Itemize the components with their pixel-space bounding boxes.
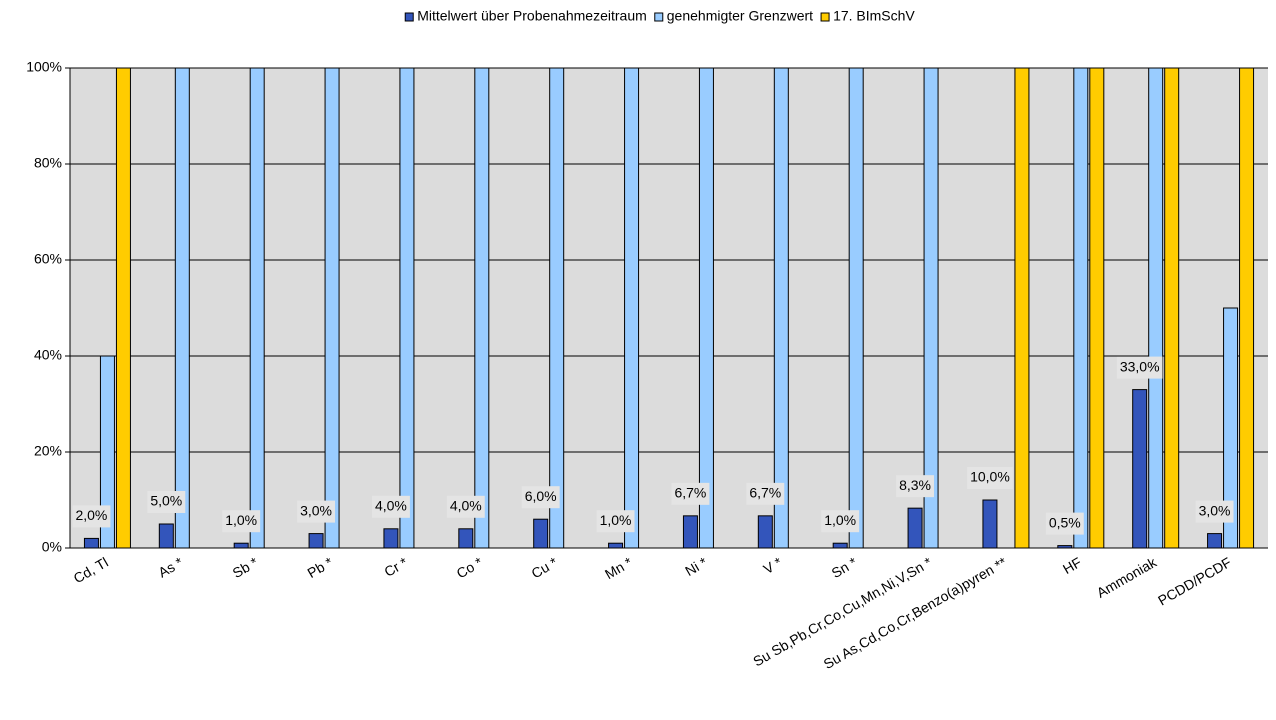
bar [1132,389,1148,549]
value-label-bg [1045,512,1084,535]
bar [158,523,174,549]
legend-swatch [820,12,830,22]
bar [249,67,265,549]
bar [1089,67,1105,549]
y-tick-label: 100% [26,59,62,75]
value-label: 1,0% [600,512,632,528]
x-tick-label: As * [155,554,186,581]
legend-label: genehmigter Grenzwert [667,8,813,24]
bar [1014,67,1030,549]
value-label-bg [521,486,560,509]
bar [682,515,698,549]
value-label: 3,0% [1199,502,1231,518]
value-label: 1,0% [225,512,257,528]
value-label: 2,0% [75,507,107,523]
bar [1239,67,1255,549]
legend-label: Mittelwert über Probenahmezeitraum [417,8,647,24]
value-label: 8,3% [899,477,931,493]
value-label-bg [896,475,935,498]
value-label: 0,5% [1049,514,1081,530]
plot-area [70,68,1268,548]
value-label-bg [147,491,186,513]
bar [83,537,99,549]
bar [773,67,789,549]
bar [233,542,249,549]
value-label: 6,0% [525,488,557,504]
bar [383,528,399,549]
legend-label: 17. BImSchV [833,8,915,24]
bar [308,533,324,549]
value-label: 1,0% [824,512,856,528]
bar [608,542,624,549]
bar [1164,67,1180,549]
value-label-bg [1116,356,1163,379]
y-tick-label: 80% [34,155,62,171]
bar [458,528,474,549]
value-label-bg [1195,500,1234,523]
value-label-bg [821,510,860,533]
x-tick-label: Ni * [682,554,710,579]
value-label-bg [446,495,485,518]
value-label: 6,7% [749,485,781,501]
value-label: 5,0% [150,493,182,509]
value-label: 3,0% [300,502,332,518]
bar [757,515,773,549]
bar [1207,533,1223,549]
y-tick-label: 60% [34,251,62,267]
value-label-bg [371,495,410,518]
bar [549,67,565,549]
x-tick-label: Sb * [230,554,261,581]
value-label: 4,0% [450,498,482,514]
x-tick-label: Cd, Tl [71,554,111,586]
value-label-bg [967,467,1013,489]
legend-swatch [654,12,664,22]
y-tick-label: 0% [42,539,62,555]
bar [698,67,714,549]
bar [399,67,415,549]
legend-swatch [404,12,414,22]
value-label: 33,0% [1120,358,1160,374]
bar [832,542,848,549]
bar [174,67,190,549]
bar [1073,67,1089,549]
x-tick-label: HF [1060,554,1084,577]
x-tick-label: Sn * [829,554,860,581]
value-label-bg [746,482,785,505]
bar [1148,67,1164,549]
x-tick-label: Cr * [381,554,410,580]
bar [115,67,131,549]
x-tick-label: Pb * [304,554,335,581]
x-tick-label: Ammoniak [1094,553,1160,600]
value-label: 10,0% [970,469,1010,485]
bar [848,67,864,549]
value-label: 6,7% [674,485,706,501]
value-label: 4,0% [375,498,407,514]
value-label-bg [297,500,336,523]
y-tick-label: 20% [34,443,62,459]
x-tick-label: Cu * [528,554,560,582]
value-label-bg [671,482,710,505]
value-label-bg [222,510,261,533]
x-tick-label: V * [760,554,785,577]
bar [533,518,549,549]
x-tick-label: Mn * [602,554,635,583]
bar [907,507,923,549]
x-tick-label: Co * [454,554,486,582]
value-label-bg [72,505,111,528]
bar [324,67,340,549]
value-label-bg [596,510,635,533]
x-tick-label: PCDD/PCDF [1155,554,1234,609]
bar [982,499,998,549]
bar [624,67,640,549]
bar [474,67,490,549]
y-tick-label: 40% [34,347,62,363]
